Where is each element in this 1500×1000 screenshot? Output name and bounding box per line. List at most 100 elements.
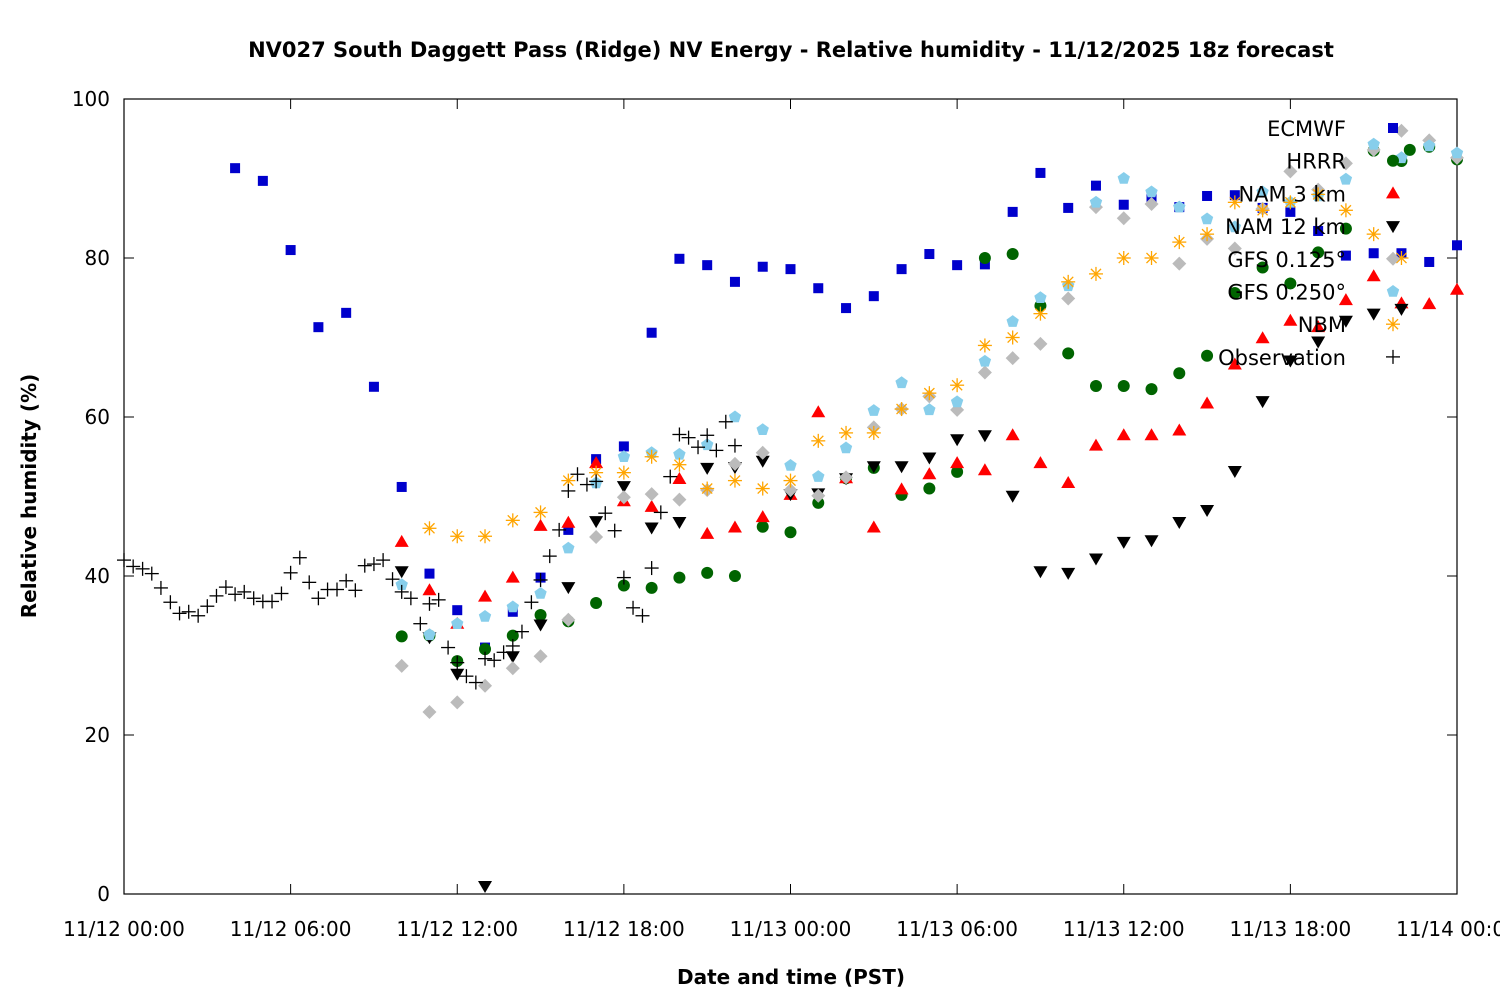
- y-axis-label: Relative humidity (%): [17, 374, 41, 619]
- point-observation: [376, 553, 391, 568]
- point-nbm: [894, 402, 909, 417]
- point-nbm: [839, 425, 854, 440]
- point-observation: [691, 440, 706, 455]
- point-nbm: [866, 425, 881, 440]
- point-nam-12-km: [672, 516, 687, 529]
- point-nam-12-km: [644, 522, 659, 535]
- point-nam-3-km: [533, 518, 548, 531]
- point-observation: [403, 591, 418, 606]
- point-hrrr: [1201, 349, 1214, 362]
- point-nbm: [1088, 266, 1103, 281]
- legend-marker-gfs-0-125: [1386, 251, 1400, 266]
- point-observation: [700, 428, 715, 443]
- point-nam-3-km: [1366, 269, 1381, 282]
- point-nam-12-km: [616, 481, 631, 494]
- point-nam-3-km: [755, 510, 770, 523]
- point-nam-12-km: [1200, 505, 1215, 518]
- point-nam-12-km: [922, 452, 937, 465]
- point-nbm: [1005, 330, 1020, 345]
- point-observation: [487, 653, 502, 668]
- point-hrrr: [1228, 286, 1241, 299]
- y-tick-label: 80: [85, 246, 110, 270]
- point-observation: [552, 522, 567, 537]
- x-tick-label: 11/14 00:00: [1396, 917, 1500, 941]
- point-gfs-0-125: [1005, 351, 1020, 366]
- point-nbm: [1283, 195, 1298, 210]
- point-nam-12-km: [1088, 553, 1103, 566]
- point-nam-3-km: [866, 520, 881, 533]
- point-ecmwf: [1285, 206, 1296, 217]
- point-observation: [672, 427, 687, 442]
- point-gfs-0-125: [783, 483, 798, 498]
- point-observation: [144, 566, 159, 581]
- point-nam-12-km: [1394, 303, 1409, 316]
- point-hrrr: [1145, 383, 1158, 396]
- point-hrrr: [1089, 379, 1102, 392]
- point-observation: [514, 624, 529, 639]
- point-nam-3-km: [422, 583, 437, 596]
- legend-label: HRRR: [1286, 150, 1346, 174]
- point-nam-12-km: [1005, 490, 1020, 503]
- point-observation: [524, 595, 539, 610]
- legend-item-gfs-0-250: GFS 0.250°: [1227, 281, 1400, 305]
- point-observation: [542, 549, 557, 564]
- point-gfs-0-125: [505, 661, 520, 676]
- point-ecmwf: [285, 245, 296, 256]
- point-ecmwf: [313, 322, 324, 333]
- point-nam-12-km: [561, 582, 576, 595]
- point-hrrr: [812, 496, 825, 509]
- point-observation: [265, 594, 280, 609]
- legend-label: GFS 0.250°: [1227, 281, 1346, 305]
- point-gfs-0-250: [756, 423, 769, 435]
- point-observation: [598, 506, 613, 521]
- point-ecmwf: [1452, 240, 1462, 251]
- point-nam-3-km: [1283, 313, 1298, 326]
- point-gfs-0-250: [923, 403, 936, 416]
- point-observation: [616, 570, 631, 585]
- point-nam-3-km: [505, 570, 520, 583]
- point-gfs-0-250: [451, 617, 464, 629]
- point-observation: [200, 599, 215, 614]
- point-ecmwf: [452, 605, 463, 616]
- point-gfs-0-125: [1033, 336, 1048, 351]
- point-nam-12-km: [505, 651, 520, 664]
- point-nam-3-km: [727, 520, 742, 533]
- point-observation: [311, 591, 326, 606]
- point-observation: [505, 638, 520, 653]
- point-nam-3-km: [1088, 438, 1103, 451]
- point-gfs-0-125: [1227, 241, 1242, 256]
- point-nam-3-km: [478, 589, 493, 602]
- legend-label: GFS 0.125°: [1227, 248, 1346, 272]
- point-ecmwf: [924, 249, 935, 260]
- point-nam-12-km: [533, 619, 548, 632]
- legend-item-nam-12-km: NAM 12 km: [1225, 215, 1400, 239]
- point-ecmwf: [1340, 250, 1351, 261]
- point-observation: [478, 651, 493, 666]
- point-gfs-0-250: [478, 610, 492, 622]
- point-nbm: [1255, 203, 1270, 218]
- point-nam-12-km: [394, 566, 409, 579]
- point-nbm: [616, 465, 631, 480]
- point-hrrr: [1173, 367, 1186, 380]
- point-gfs-0-250: [534, 587, 547, 599]
- point-observation: [607, 523, 622, 538]
- point-gfs-0-125: [1172, 256, 1187, 271]
- point-gfs-0-250: [1228, 220, 1241, 233]
- point-nbm: [1172, 235, 1187, 250]
- series-observation: [117, 414, 742, 690]
- point-observation: [626, 600, 641, 615]
- point-gfs-0-125: [394, 658, 409, 673]
- legend: ECMWF HRRR NAM 3 km NAM 12 km GFS 0.125° GFS …: [1218, 117, 1400, 370]
- point-hrrr: [479, 643, 492, 656]
- point-ecmwf: [646, 327, 657, 338]
- legend-marker-nam-12-km: [1386, 221, 1400, 234]
- legend-label: NAM 12 km: [1225, 215, 1346, 239]
- point-nam-12-km: [589, 516, 604, 529]
- legend-label: NBM: [1298, 313, 1346, 337]
- point-gfs-0-125: [422, 704, 437, 719]
- point-gfs-0-250: [728, 410, 742, 423]
- point-nam-3-km: [1116, 428, 1131, 441]
- point-observation: [533, 572, 548, 587]
- point-hrrr: [978, 252, 991, 264]
- point-ecmwf: [1090, 180, 1101, 191]
